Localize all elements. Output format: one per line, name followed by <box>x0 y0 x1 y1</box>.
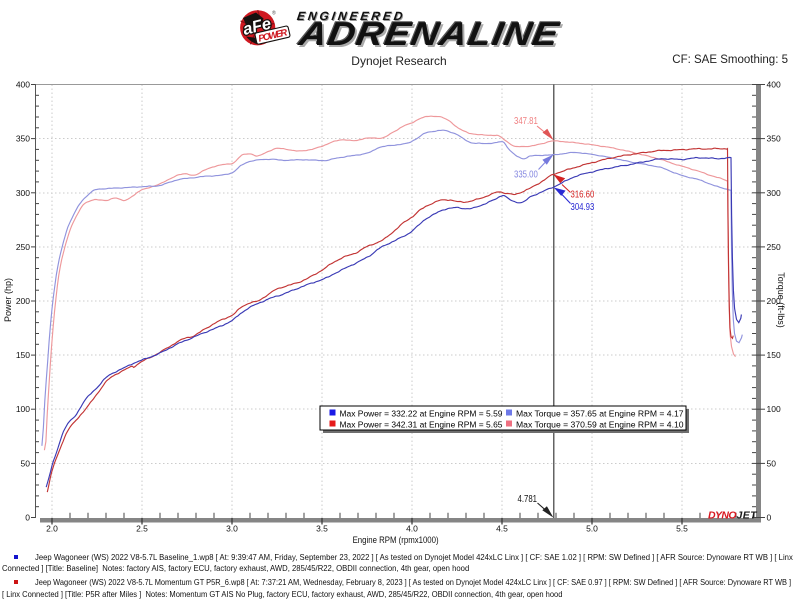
svg-text:400: 400 <box>16 80 30 90</box>
svg-text:350: 350 <box>767 134 781 144</box>
svg-text:200: 200 <box>16 296 30 306</box>
svg-text:200: 200 <box>767 296 781 306</box>
svg-text:JET: JET <box>737 510 759 522</box>
svg-text:347.81: 347.81 <box>514 115 538 126</box>
svg-text:50: 50 <box>767 458 777 468</box>
svg-text:150: 150 <box>767 350 781 360</box>
svg-text:Max Power = 342.31 at Engine R: Max Power = 342.31 at Engine RPM = 5.65 <box>340 419 503 429</box>
svg-text:300: 300 <box>767 188 781 198</box>
svg-text:400: 400 <box>767 80 781 90</box>
svg-text:Max Power = 332.22 at Engine R: Max Power = 332.22 at Engine RPM = 5.59 <box>340 408 503 418</box>
svg-text:50: 50 <box>21 458 31 468</box>
svg-text:2.0: 2.0 <box>46 524 58 534</box>
svg-text:335.00: 335.00 <box>514 168 538 179</box>
svg-text:150: 150 <box>16 350 30 360</box>
svg-text:3.0: 3.0 <box>226 524 238 534</box>
svg-text:4.781: 4.781 <box>518 493 538 504</box>
svg-text:350: 350 <box>16 134 30 144</box>
svg-text:4.0: 4.0 <box>406 524 418 534</box>
svg-text:0: 0 <box>767 513 772 523</box>
svg-text:Torque (ft-lbs): Torque (ft-lbs) <box>776 272 786 328</box>
svg-text:304.93: 304.93 <box>571 201 595 212</box>
svg-text:316.60: 316.60 <box>571 189 595 200</box>
svg-text:DYNO: DYNO <box>708 510 737 522</box>
svg-text:100: 100 <box>16 404 30 414</box>
svg-text:®: ® <box>272 10 276 17</box>
svg-text:3.5: 3.5 <box>316 524 328 534</box>
svg-text:Max Torque = 357.65 at Engine: Max Torque = 357.65 at Engine RPM = 4.17 <box>516 408 684 418</box>
svg-text:2.5: 2.5 <box>136 524 148 534</box>
svg-text:0: 0 <box>25 513 30 523</box>
svg-text:250: 250 <box>767 242 781 252</box>
svg-text:100: 100 <box>767 404 781 414</box>
svg-text:5.0: 5.0 <box>586 524 598 534</box>
svg-text:Max Torque = 370.59 at Engine: Max Torque = 370.59 at Engine RPM = 4.10 <box>516 419 684 429</box>
svg-text:4.5: 4.5 <box>496 524 508 534</box>
svg-text:Power (hp): Power (hp) <box>3 278 13 322</box>
svg-text:300: 300 <box>16 188 30 198</box>
svg-text:5.5: 5.5 <box>676 524 688 534</box>
svg-text:250: 250 <box>16 242 30 252</box>
svg-text:Engine RPM (rpmx1000): Engine RPM (rpmx1000) <box>353 534 439 545</box>
